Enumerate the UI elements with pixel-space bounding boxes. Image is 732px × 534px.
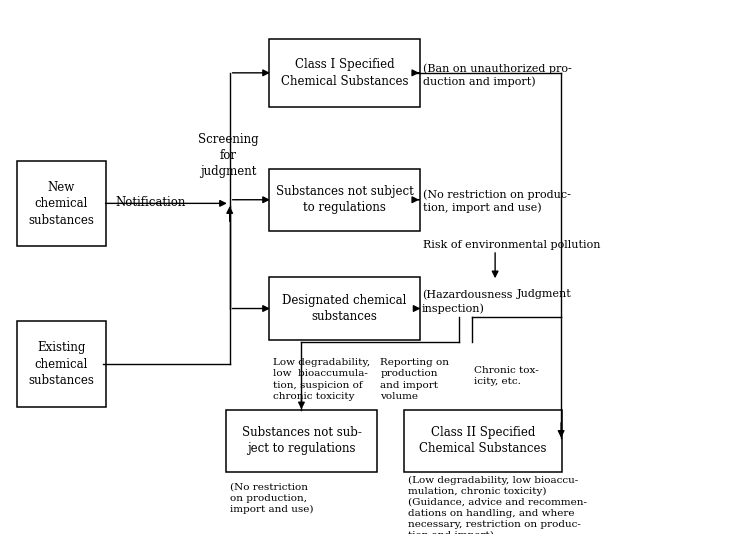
FancyBboxPatch shape	[269, 278, 419, 340]
Text: Existing
chemical
substances: Existing chemical substances	[29, 341, 94, 387]
Text: Chronic tox-
icity, etc.: Chronic tox- icity, etc.	[474, 366, 538, 386]
FancyBboxPatch shape	[404, 410, 562, 472]
Text: Designated chemical
substances: Designated chemical substances	[283, 294, 407, 323]
FancyBboxPatch shape	[226, 410, 377, 472]
Text: (Hazardousness
inspection): (Hazardousness inspection)	[422, 290, 512, 313]
Text: (Ban on unauthorized pro-
duction and import): (Ban on unauthorized pro- duction and im…	[423, 64, 572, 87]
Text: Risk of environmental pollution: Risk of environmental pollution	[423, 240, 601, 250]
Text: Class II Specified
Chemical Substances: Class II Specified Chemical Substances	[419, 426, 547, 456]
Text: Screening
for
judgment: Screening for judgment	[198, 133, 258, 178]
Text: (No restriction
on production,
import and use): (No restriction on production, import an…	[230, 483, 313, 514]
FancyBboxPatch shape	[269, 39, 419, 106]
FancyBboxPatch shape	[17, 161, 106, 246]
Text: New
chemical
substances: New chemical substances	[29, 180, 94, 226]
Text: Substances not sub-
ject to regulations: Substances not sub- ject to regulations	[242, 426, 362, 456]
Text: (Low degradability, low bioaccu-
mulation, chronic toxicity)
(Guidance, advice a: (Low degradability, low bioaccu- mulatio…	[408, 475, 586, 534]
Text: Judgment: Judgment	[517, 289, 572, 299]
Text: Reporting on
production
and import
volume: Reporting on production and import volum…	[381, 358, 449, 400]
FancyBboxPatch shape	[17, 321, 106, 407]
Text: Substances not subject
to regulations: Substances not subject to regulations	[276, 185, 414, 215]
FancyBboxPatch shape	[269, 169, 419, 231]
Text: Class I Specified
Chemical Substances: Class I Specified Chemical Substances	[281, 58, 408, 88]
Text: Notification: Notification	[116, 196, 186, 209]
Text: Low degradability,
low  bioaccumula-
tion, suspicion of
chronic toxicity: Low degradability, low bioaccumula- tion…	[273, 358, 370, 400]
Text: (No restriction on produc-
tion, import and use): (No restriction on produc- tion, import …	[423, 190, 571, 213]
